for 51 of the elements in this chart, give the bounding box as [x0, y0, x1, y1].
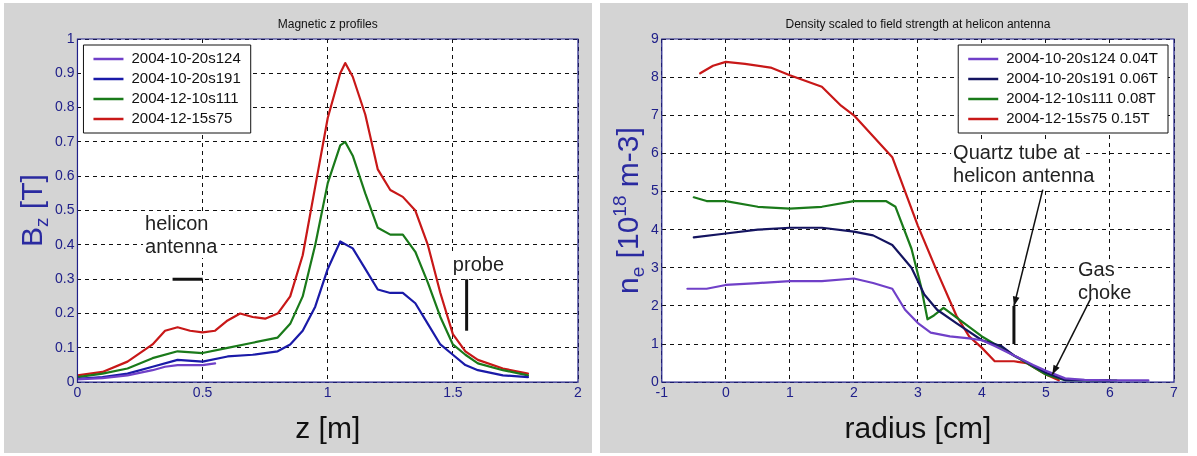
y-tick-label: 0.7 — [54, 132, 75, 149]
x-tick-label: 1 — [785, 384, 794, 401]
x-tick-label: 3 — [913, 384, 922, 401]
legend-label: 2004-12-15s75 0.15T — [1006, 109, 1150, 127]
y-tick-label: 1 — [650, 334, 659, 351]
x-tick-label: 2 — [849, 384, 858, 401]
y-tick-label: 0.3 — [54, 270, 75, 287]
annotation: Quartz tube at helicon antenna — [953, 141, 1096, 187]
y-tick-label: 2 — [650, 296, 659, 313]
legend-label: 2004-10-20s124 — [131, 49, 241, 67]
y-tick-label: 3 — [650, 258, 659, 275]
x-tick-label: 6 — [1106, 384, 1115, 401]
y-tick-label: 0.8 — [54, 98, 75, 115]
x-tick-label: 1 — [323, 384, 332, 401]
x-tick-label: 7 — [1170, 384, 1179, 401]
y-tick-label: 0.6 — [54, 167, 75, 184]
x-tick-label: 5 — [1042, 384, 1051, 401]
y-tick-label: 0 — [66, 373, 75, 390]
legend-label: 2004-10-20s124 0.04T — [1006, 49, 1158, 67]
chart-title: Magnetic z profiles — [277, 17, 378, 32]
y-tick-label: 5 — [650, 182, 659, 199]
annotation: helicon antenna — [145, 211, 219, 257]
y-tick-label: 8 — [650, 67, 659, 84]
y-tick-label: 0.1 — [54, 338, 75, 355]
x-tick-label: 0 — [721, 384, 730, 401]
x-tick-label: 4 — [978, 384, 987, 401]
y-tick-label: 0 — [650, 373, 659, 390]
annotation: Gas choke — [1077, 257, 1132, 303]
legend-label: 2004-12-10s111 — [131, 89, 239, 107]
y-tick-label: 0.4 — [54, 235, 75, 252]
legend-label: 2004-12-10s111 0.08T — [1006, 89, 1156, 107]
y-tick-label: 1 — [66, 29, 75, 46]
x-axis-title: radius [cm] — [844, 411, 992, 445]
y-tick-label: 0.5 — [54, 201, 75, 218]
y-tick-label: 0.9 — [54, 64, 75, 81]
legend-label: 2004-12-15s75 — [131, 109, 233, 127]
y-axis-title: ne [1018 m-3] — [609, 127, 649, 294]
y-tick-label: 0.2 — [54, 304, 75, 321]
annotation: probe — [452, 252, 505, 275]
y-axis-title: Bz [T] — [15, 174, 53, 248]
y-tick-label: 4 — [650, 220, 659, 237]
chart-title: Density scaled to field strength at helicon antenna — [785, 17, 1051, 32]
legend-label: 2004-10-20s191 0.06T — [1006, 69, 1158, 87]
y-tick-label: 7 — [650, 106, 659, 123]
y-tick-label: 9 — [650, 29, 659, 46]
x-tick-label: 1.5 — [443, 384, 463, 401]
x-tick-label: 2 — [574, 384, 583, 401]
y-tick-label: 6 — [650, 144, 659, 161]
x-axis-title: z [m] — [295, 411, 361, 445]
legend-label: 2004-10-20s191 — [131, 69, 241, 87]
x-tick-label: 0.5 — [192, 384, 213, 401]
